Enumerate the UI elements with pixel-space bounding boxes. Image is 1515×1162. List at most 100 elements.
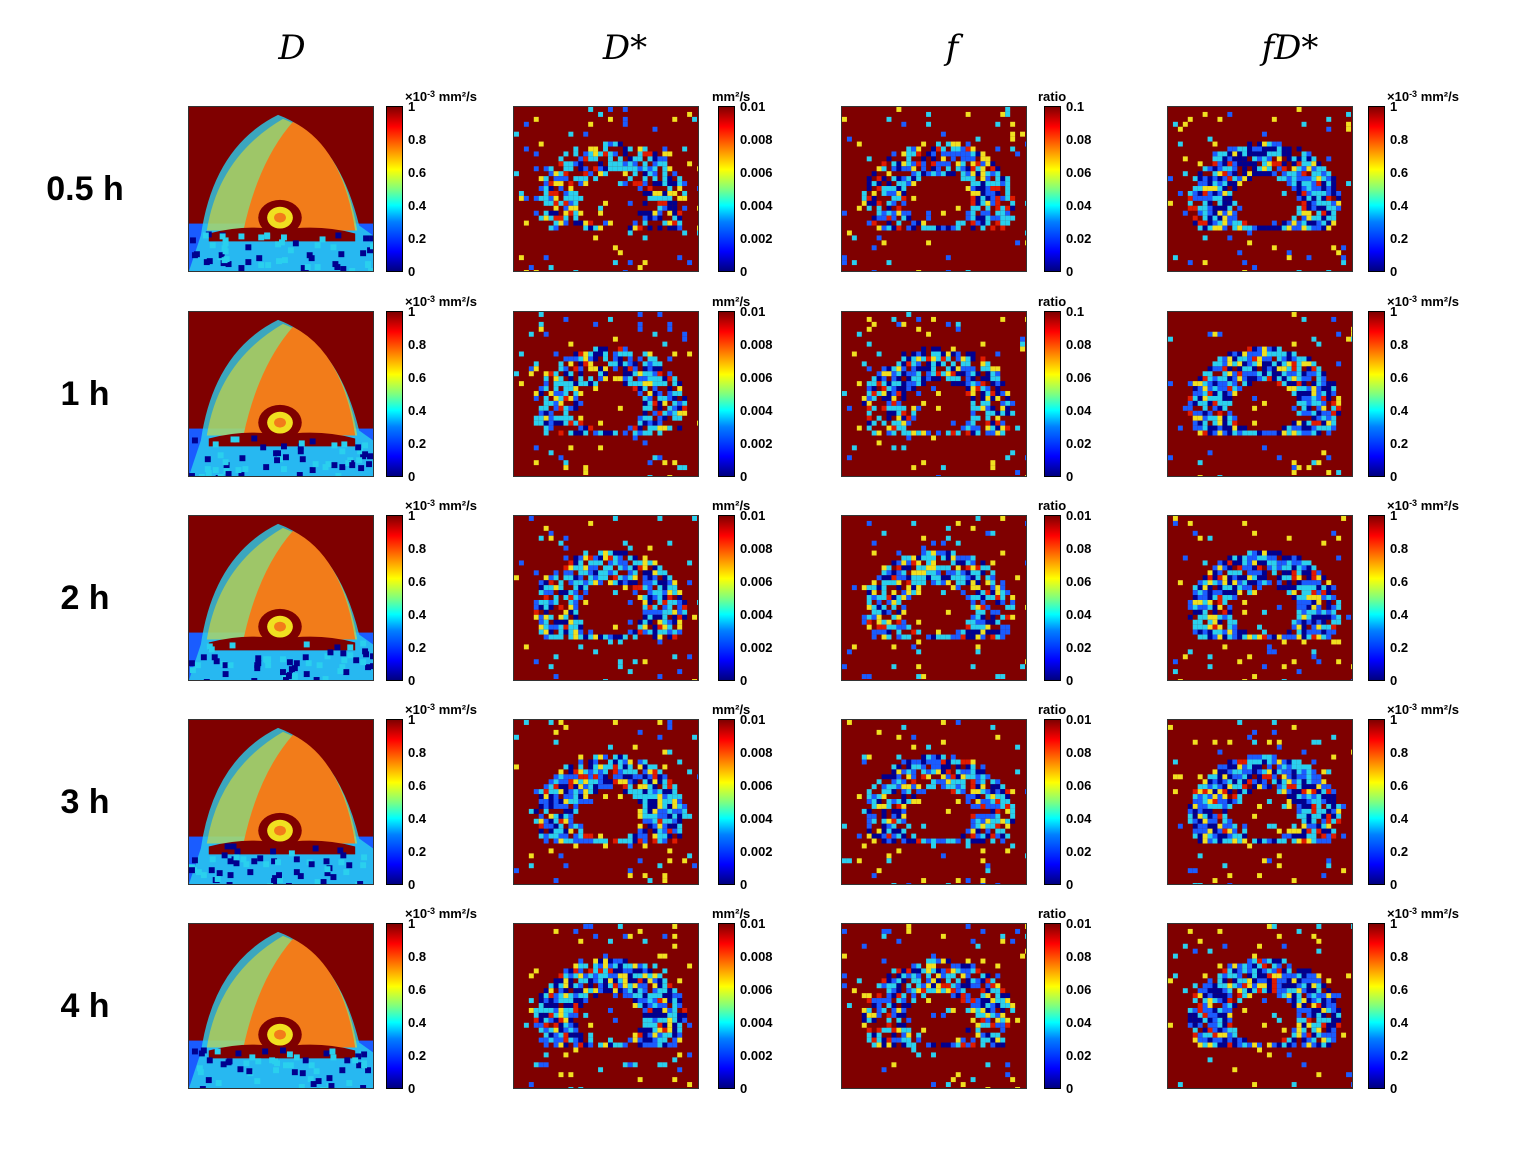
colorbar-tick-label: 0.2 bbox=[408, 436, 427, 451]
colorbar-unit-label: ×10-3 mm²/s bbox=[1387, 498, 1459, 513]
colorbar-tick-label: 0.02 bbox=[1066, 640, 1092, 655]
colorbar-tick-label: 0.8 bbox=[1390, 949, 1409, 964]
colorbar-tick-label: 0.006 bbox=[740, 370, 773, 385]
colorbar-tick-label: 0.6 bbox=[1390, 574, 1409, 589]
colorbar-tick-label: 0.006 bbox=[740, 165, 773, 180]
parameter-map-D bbox=[188, 719, 374, 885]
colorbar-tick-label: 0 bbox=[740, 877, 748, 892]
parameter-map-D bbox=[188, 923, 374, 1089]
colorbar bbox=[1368, 923, 1385, 1089]
colorbar bbox=[718, 719, 735, 885]
colorbar bbox=[1044, 719, 1061, 885]
colorbar-tick-label: 0 bbox=[740, 264, 748, 279]
colorbar-tick-label: 0 bbox=[740, 469, 748, 484]
column-header-Dstar: D* bbox=[602, 28, 648, 68]
colorbar-tick-label: 0.02 bbox=[1066, 844, 1092, 859]
colorbar-unit-label: ×10-3 mm²/s bbox=[405, 702, 477, 717]
colorbar-tick-label: 1 bbox=[408, 508, 416, 523]
parameter-map-f bbox=[841, 923, 1027, 1089]
colorbar-tick-label: 0 bbox=[1390, 877, 1398, 892]
parameter-map-f bbox=[841, 311, 1027, 477]
colorbar-tick-label: 0.2 bbox=[1390, 436, 1409, 451]
colorbar-tick-label: 0.04 bbox=[1066, 607, 1092, 622]
colorbar-tick-label: 0.4 bbox=[1390, 607, 1409, 622]
row-label-time: 1 h bbox=[60, 375, 110, 413]
parameter-map-Dstar bbox=[513, 923, 699, 1089]
colorbar-unit-label: mm²/s bbox=[712, 294, 751, 309]
colorbar-tick-label: 0.006 bbox=[740, 982, 773, 997]
colorbar-tick-label: 0.6 bbox=[1390, 982, 1409, 997]
colorbar-tick-label: 0.6 bbox=[1390, 370, 1409, 385]
colorbar-unit-label: mm²/s bbox=[712, 89, 751, 104]
colorbar bbox=[1044, 923, 1061, 1089]
colorbar bbox=[718, 515, 735, 681]
colorbar-unit-label: ×10-3 mm²/s bbox=[1387, 294, 1459, 309]
colorbar-tick-label: 0.8 bbox=[408, 745, 427, 760]
colorbar bbox=[1044, 106, 1061, 272]
colorbar-tick-label: 0 bbox=[1066, 469, 1074, 484]
colorbar-tick-label: 0.008 bbox=[740, 745, 773, 760]
parameter-map-D bbox=[188, 311, 374, 477]
colorbar-tick-label: 0.02 bbox=[1066, 1048, 1092, 1063]
colorbar-tick-label: 0.6 bbox=[408, 574, 427, 589]
colorbar-unit-label: ×10-3 mm²/s bbox=[405, 498, 477, 513]
colorbar-unit-label: mm²/s bbox=[712, 702, 751, 717]
colorbar-tick-label: 0.008 bbox=[740, 337, 773, 352]
colorbar-unit-label: ×10-3 mm²/s bbox=[405, 906, 477, 921]
colorbar bbox=[718, 923, 735, 1089]
colorbar-tick-label: 0.01 bbox=[740, 99, 766, 114]
colorbar-tick-label: 1 bbox=[1390, 304, 1398, 319]
row-label-time: 4 h bbox=[60, 987, 110, 1025]
parameter-map-f bbox=[841, 106, 1027, 272]
colorbar bbox=[386, 923, 403, 1089]
colorbar-tick-label: 0 bbox=[1066, 877, 1074, 892]
colorbar-tick-label: 0.06 bbox=[1066, 165, 1092, 180]
colorbar-tick-label: 0.4 bbox=[408, 1015, 427, 1030]
colorbar-tick-label: 0.1 bbox=[1066, 99, 1085, 114]
colorbar-tick-label: 0.04 bbox=[1066, 198, 1092, 213]
parameter-map-f bbox=[841, 719, 1027, 885]
colorbar-tick-label: 0.1 bbox=[1066, 304, 1085, 319]
colorbar-tick-label: 0 bbox=[408, 469, 416, 484]
colorbar-tick-label: 0 bbox=[1390, 264, 1398, 279]
colorbar-tick-label: 0.8 bbox=[408, 132, 427, 147]
colorbar-unit-label: ratio bbox=[1038, 294, 1067, 309]
colorbar-tick-label: 0.004 bbox=[740, 403, 773, 418]
colorbar-tick-label: 0.006 bbox=[740, 778, 773, 793]
parameter-map-D bbox=[188, 106, 374, 272]
colorbar-tick-label: 0.01 bbox=[740, 508, 766, 523]
colorbar-tick-label: 0 bbox=[1066, 1081, 1074, 1096]
colorbar-tick-label: 0.8 bbox=[1390, 132, 1409, 147]
row-label-time: 3 h bbox=[60, 783, 110, 821]
colorbar bbox=[1368, 311, 1385, 477]
colorbar-unit-label: mm²/s bbox=[712, 906, 751, 921]
parameter-map-Dstar bbox=[513, 719, 699, 885]
colorbar-tick-label: 0.8 bbox=[1390, 745, 1409, 760]
colorbar-tick-label: 0 bbox=[408, 1081, 416, 1096]
colorbar-tick-label: 1 bbox=[408, 916, 416, 931]
colorbar-unit-label: ratio bbox=[1038, 906, 1067, 921]
colorbar-tick-label: 0.8 bbox=[1390, 541, 1409, 556]
colorbar-tick-label: 0 bbox=[408, 673, 416, 688]
colorbar-tick-label: 0.002 bbox=[740, 844, 773, 859]
colorbar-tick-label: 0.2 bbox=[408, 640, 427, 655]
colorbar-tick-label: 0.2 bbox=[408, 1048, 427, 1063]
colorbar-unit-label: ratio bbox=[1038, 498, 1067, 513]
colorbar-tick-label: 0.4 bbox=[1390, 403, 1409, 418]
colorbar-tick-label: 0.004 bbox=[740, 198, 773, 213]
colorbar-tick-label: 1 bbox=[1390, 508, 1398, 523]
colorbar-tick-label: 0.002 bbox=[740, 640, 773, 655]
colorbar-tick-label: 1 bbox=[1390, 916, 1398, 931]
colorbar-tick-label: 0.01 bbox=[740, 916, 766, 931]
colorbar-tick-label: 0 bbox=[408, 877, 416, 892]
parameter-map-fDstar bbox=[1167, 106, 1353, 272]
colorbar bbox=[386, 719, 403, 885]
colorbar-tick-label: 1 bbox=[408, 304, 416, 319]
colorbar-unit-label: ×10-3 mm²/s bbox=[1387, 906, 1459, 921]
colorbar-tick-label: 0.6 bbox=[408, 778, 427, 793]
colorbar-tick-label: 0.006 bbox=[740, 574, 773, 589]
parameter-map-f bbox=[841, 515, 1027, 681]
colorbar-tick-label: 0.02 bbox=[1066, 231, 1092, 246]
row-label-time: 2 h bbox=[60, 579, 110, 617]
parameter-map-Dstar bbox=[513, 311, 699, 477]
